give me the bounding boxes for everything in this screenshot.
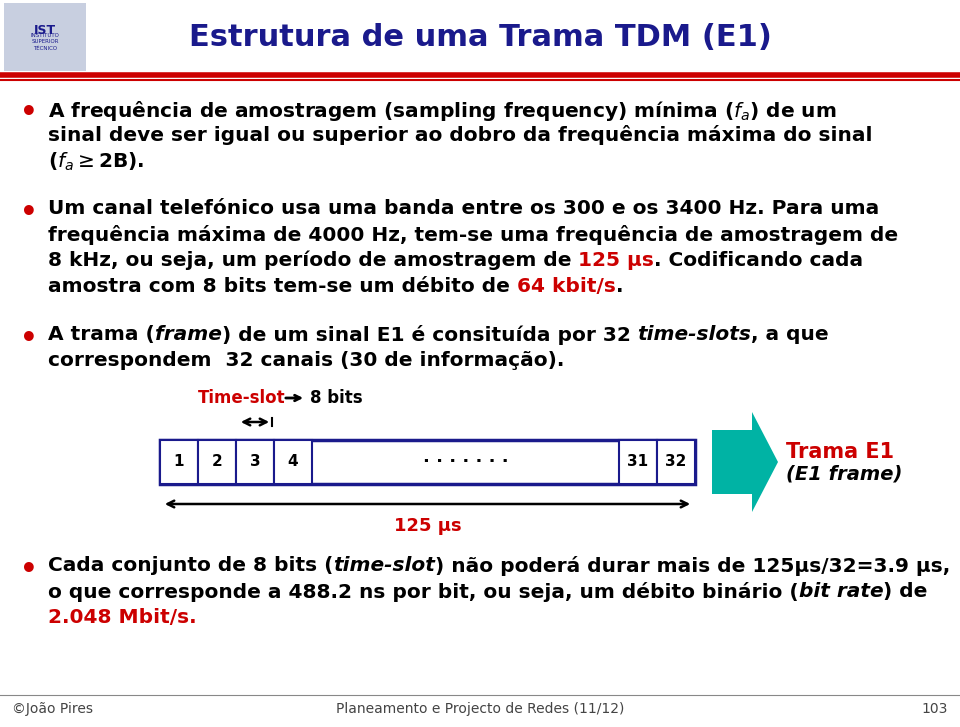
Text: ) de um sinal E1 é consituída por 32: ) de um sinal E1 é consituída por 32 — [222, 325, 637, 345]
Text: o que corresponde a 488.2 ns por bit, ou seja, um débito binário (: o que corresponde a 488.2 ns por bit, ou… — [48, 582, 799, 602]
Text: 8 bits: 8 bits — [310, 389, 363, 407]
Bar — [619, 440, 657, 484]
Text: · · · · · · ·: · · · · · · · — [422, 453, 508, 471]
Text: 31: 31 — [628, 454, 649, 470]
Polygon shape — [712, 412, 778, 512]
Text: 2: 2 — [211, 454, 223, 470]
Bar — [657, 440, 695, 484]
Text: 125 μs: 125 μs — [394, 517, 462, 535]
Text: time-slots: time-slots — [637, 325, 752, 344]
Text: Planeamento e Projecto de Redes (11/12): Planeamento e Projecto de Redes (11/12) — [336, 702, 624, 716]
Text: time-slot: time-slot — [333, 556, 435, 575]
Text: frequência máxima de 4000 Hz, tem-se uma frequência de amostragem de: frequência máxima de 4000 Hz, tem-se uma… — [48, 225, 899, 245]
Text: •: • — [20, 325, 37, 353]
Text: 125 μs: 125 μs — [579, 251, 655, 270]
Text: 103: 103 — [922, 702, 948, 716]
Text: 64 kbit/s: 64 kbit/s — [516, 277, 615, 296]
Text: •: • — [20, 556, 37, 584]
Text: Time-slot: Time-slot — [198, 389, 286, 407]
Bar — [4, 3, 86, 71]
Text: 4: 4 — [288, 454, 299, 470]
Bar — [198, 440, 236, 484]
Text: . Codificando cada: . Codificando cada — [655, 251, 863, 270]
Text: Trama E1: Trama E1 — [786, 442, 894, 462]
Text: •: • — [20, 99, 37, 127]
Text: A frequência de amostragem (sampling frequency) mínima ($f_a$) de um: A frequência de amostragem (sampling fre… — [48, 99, 837, 123]
Text: Cada conjunto de 8 bits (: Cada conjunto de 8 bits ( — [48, 556, 333, 575]
Text: 32: 32 — [665, 454, 686, 470]
Text: , a que: , a que — [752, 325, 829, 344]
Text: Um canal telefónico usa uma banda entre os 300 e os 3400 Hz. Para uma: Um canal telefónico usa uma banda entre … — [48, 199, 879, 218]
Text: sinal deve ser igual ou superior ao dobro da frequência máxima do sinal: sinal deve ser igual ou superior ao dobr… — [48, 125, 873, 145]
Text: 3: 3 — [250, 454, 260, 470]
Text: Estrutura de uma Trama TDM (E1): Estrutura de uma Trama TDM (E1) — [188, 23, 772, 52]
Text: frame: frame — [155, 325, 222, 344]
Text: A trama (: A trama ( — [48, 325, 155, 344]
Text: ©João Pires: ©João Pires — [12, 702, 93, 716]
Text: amostra com 8 bits tem-se um débito de: amostra com 8 bits tem-se um débito de — [48, 277, 516, 296]
Bar — [274, 440, 312, 484]
Text: 8 kHz, ou seja, um período de amostragem de: 8 kHz, ou seja, um período de amostragem… — [48, 251, 579, 270]
Text: INSTITUTO
SUPERIOR
TÉCNICO: INSTITUTO SUPERIOR TÉCNICO — [31, 33, 60, 51]
Text: 2.048 Mbit/s.: 2.048 Mbit/s. — [48, 608, 197, 627]
Text: 1: 1 — [174, 454, 184, 470]
Bar — [160, 440, 198, 484]
Text: .: . — [615, 277, 623, 296]
Bar — [160, 440, 695, 484]
Bar — [236, 440, 274, 484]
Text: ) de: ) de — [883, 582, 927, 601]
Text: (E1 frame): (E1 frame) — [786, 465, 902, 483]
Text: ) não poderá durar mais de 125μs/32=3.9 μs,: ) não poderá durar mais de 125μs/32=3.9 … — [435, 556, 950, 576]
Text: •: • — [20, 199, 37, 227]
Text: ($f_a$$\geq$2B).: ($f_a$$\geq$2B). — [48, 151, 144, 173]
Text: correspondem  32 canais (30 de informação).: correspondem 32 canais (30 de informação… — [48, 351, 564, 370]
Text: IST: IST — [34, 23, 56, 36]
Text: bit rate: bit rate — [799, 582, 883, 601]
